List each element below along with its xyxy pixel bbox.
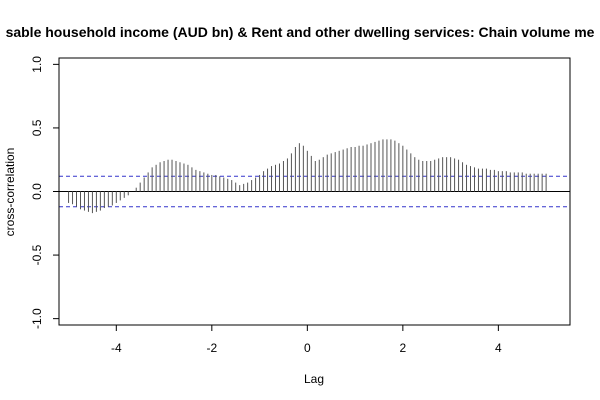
x-tick-label: 0 (304, 341, 311, 355)
y-tick-label: 0.0 (30, 183, 44, 200)
x-tick-label: 2 (400, 341, 407, 355)
y-tick-label: 1.0 (30, 56, 44, 73)
y-tick-label: -0.5 (30, 244, 44, 265)
x-tick-label: 4 (495, 341, 502, 355)
y-tick-label: -1.0 (30, 308, 44, 329)
chart-title: sable household income (AUD bn) & Rent a… (6, 24, 595, 40)
x-axis: -4 -2 0 2 4 (111, 324, 502, 355)
y-axis-label: cross-correlation (3, 148, 17, 237)
x-axis-label: Lag (304, 372, 324, 386)
x-tick-label: -4 (111, 341, 122, 355)
ccf-spikes (68, 139, 547, 214)
y-tick-label: 0.5 (30, 119, 44, 136)
x-tick-label: -2 (206, 341, 217, 355)
confidence-bounds (59, 175, 570, 208)
y-axis: -1.0 -0.5 0.0 0.5 1.0 (30, 56, 60, 329)
